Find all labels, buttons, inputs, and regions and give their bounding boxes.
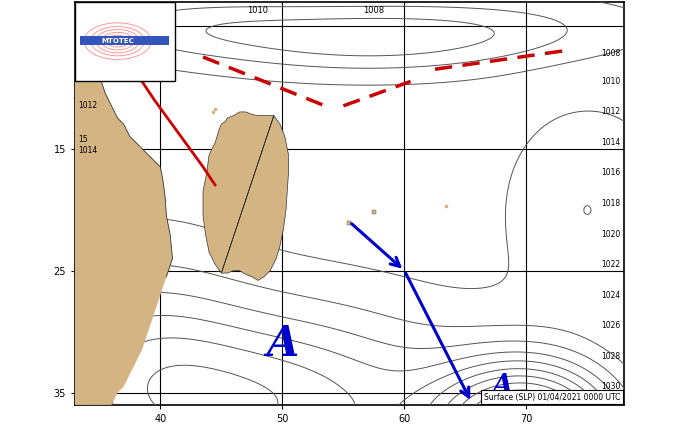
Text: 1022: 1022 — [601, 260, 621, 269]
Text: 1016: 1016 — [601, 168, 621, 178]
Text: 1010: 1010 — [247, 6, 268, 15]
Text: 1028: 1028 — [601, 351, 621, 360]
Text: 1014: 1014 — [601, 138, 621, 147]
Polygon shape — [75, 2, 173, 405]
Text: 1026: 1026 — [601, 321, 621, 330]
Polygon shape — [97, 265, 117, 301]
Text: 1010: 1010 — [601, 77, 621, 86]
Text: 1024: 1024 — [601, 291, 621, 299]
Text: 1030: 1030 — [601, 382, 621, 391]
Text: MTOTEC: MTOTEC — [101, 37, 134, 43]
Text: 1018: 1018 — [601, 199, 621, 208]
Bar — [80, 36, 169, 45]
Text: 1008: 1008 — [363, 6, 384, 15]
Text: 1008: 1008 — [601, 49, 621, 58]
Text: 1012: 1012 — [601, 107, 621, 116]
Text: A: A — [266, 323, 298, 365]
Bar — [75, 2, 175, 81]
Text: A: A — [491, 373, 513, 400]
Text: 1012: 1012 — [78, 101, 98, 110]
Text: 15
1014: 15 1014 — [78, 135, 98, 155]
Text: Surface (SLP) 01/04/2021 0000 UTC: Surface (SLP) 01/04/2021 0000 UTC — [484, 393, 620, 402]
Polygon shape — [75, 283, 93, 314]
Text: 1020: 1020 — [601, 230, 621, 239]
Polygon shape — [203, 112, 289, 280]
